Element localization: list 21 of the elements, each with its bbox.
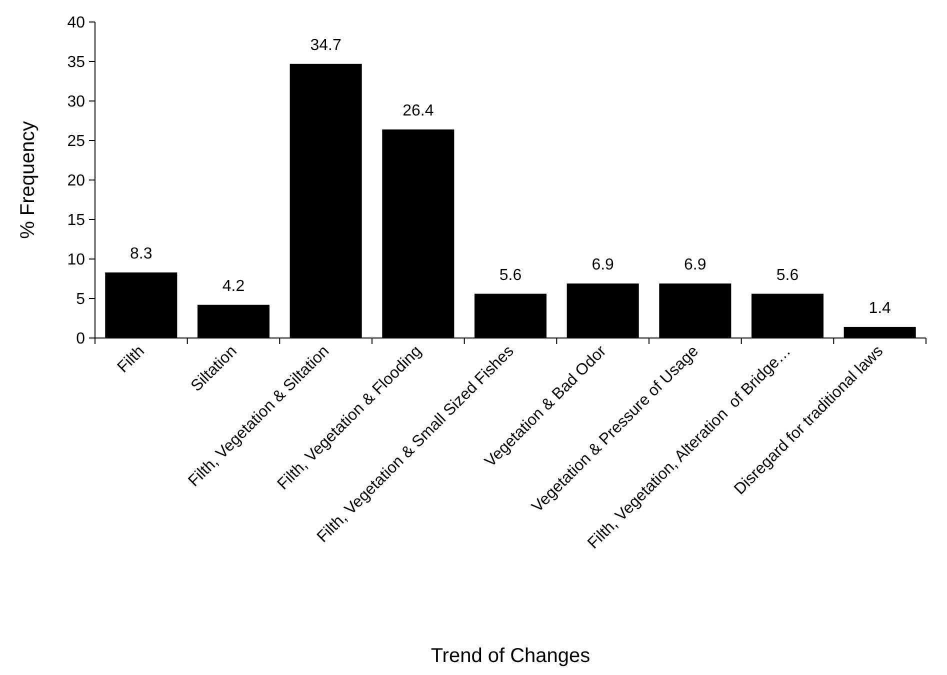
y-tick-label: 40 (67, 14, 86, 32)
data-label: 34.7 (310, 36, 342, 54)
data-label: 8.3 (130, 245, 152, 262)
data-label: 6.9 (684, 256, 706, 274)
data-label: 4.2 (222, 278, 245, 295)
data-label: 5.6 (776, 266, 799, 284)
y-tick-label: 0 (76, 330, 86, 348)
data-label: 1.4 (868, 300, 892, 317)
y-axis-title: % Frequency (17, 121, 39, 239)
y-tick-label: 30 (67, 94, 86, 111)
y-tick-label: 15 (67, 212, 86, 230)
data-label: 5.6 (499, 266, 522, 284)
data-label: 6.9 (592, 256, 614, 274)
y-tick-label: 10 (67, 252, 86, 269)
x-tick-label: Filth (114, 342, 148, 376)
y-tick-label: 35 (67, 54, 86, 72)
y-tick-label: 5 (76, 291, 86, 308)
data-label: 26.4 (402, 102, 434, 120)
y-tick-label: 20 (67, 172, 86, 190)
x-axis-title: Trend of Changes (430, 645, 590, 667)
y-tick-label: 25 (67, 133, 86, 150)
